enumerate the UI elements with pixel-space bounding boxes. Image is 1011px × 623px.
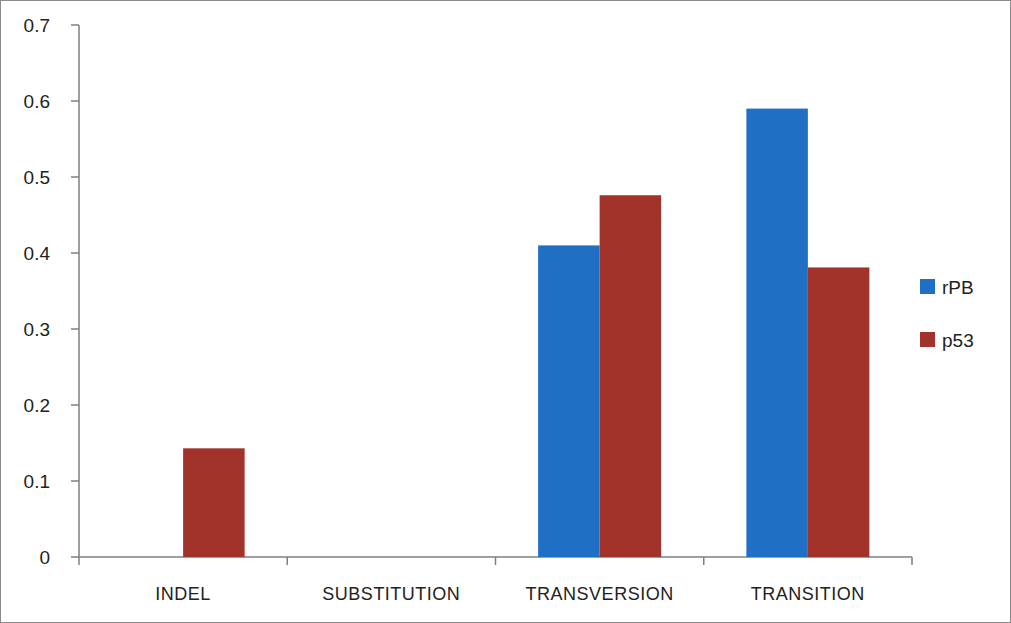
bar (538, 245, 600, 557)
y-tick-label: 0 (39, 547, 50, 568)
x-tick-label: TRANSITION (751, 584, 865, 604)
y-tick-label: 0.7 (24, 15, 50, 36)
y-tick-label: 0.5 (24, 167, 50, 188)
y-tick (71, 480, 79, 482)
bar (122, 557, 184, 558)
y-tick (71, 24, 79, 26)
y-tick (71, 176, 79, 178)
y-tick (71, 252, 79, 254)
y-tick (71, 100, 79, 102)
x-tick (287, 557, 289, 565)
bar (183, 448, 245, 557)
y-tick-label: 0.3 (24, 319, 50, 340)
bars (183, 109, 869, 557)
x-tick (911, 557, 913, 565)
bar (600, 195, 662, 557)
y-tick (71, 404, 79, 406)
legend-swatch (920, 332, 935, 347)
bar (808, 267, 870, 557)
x-tick-label: INDEL (155, 584, 211, 604)
x-tick (495, 557, 497, 565)
chart-svg: 0 0.1 0.2 0.3 0.4 0.5 0.6 0.7 INDEL SUBSTITUTION T… (0, 0, 1011, 623)
legend: rPB p53 (920, 277, 974, 351)
y-tick-label: 0.6 (24, 91, 50, 112)
y-tick-label: 0.4 (24, 243, 51, 264)
legend-label: p53 (942, 330, 974, 351)
x-tick-label: SUBSTITUTION (322, 584, 460, 604)
y-tick (71, 328, 79, 330)
y-tick-label: 0.1 (24, 471, 50, 492)
frame (1, 1, 1011, 623)
legend-label: rPB (942, 277, 974, 298)
legend-swatch (920, 279, 935, 294)
y-tick (71, 556, 79, 558)
chart-container: 0 0.1 0.2 0.3 0.4 0.5 0.6 0.7 INDEL SUBSTITUTION T… (0, 0, 1011, 623)
bar (746, 109, 808, 557)
bar (391, 557, 453, 558)
x-tick-label: TRANSVERSION (526, 584, 674, 604)
x-tick (78, 557, 80, 565)
y-tick-label: 0.2 (24, 395, 50, 416)
x-tick (703, 557, 705, 565)
y-axis (78, 25, 80, 557)
bar (330, 557, 392, 558)
